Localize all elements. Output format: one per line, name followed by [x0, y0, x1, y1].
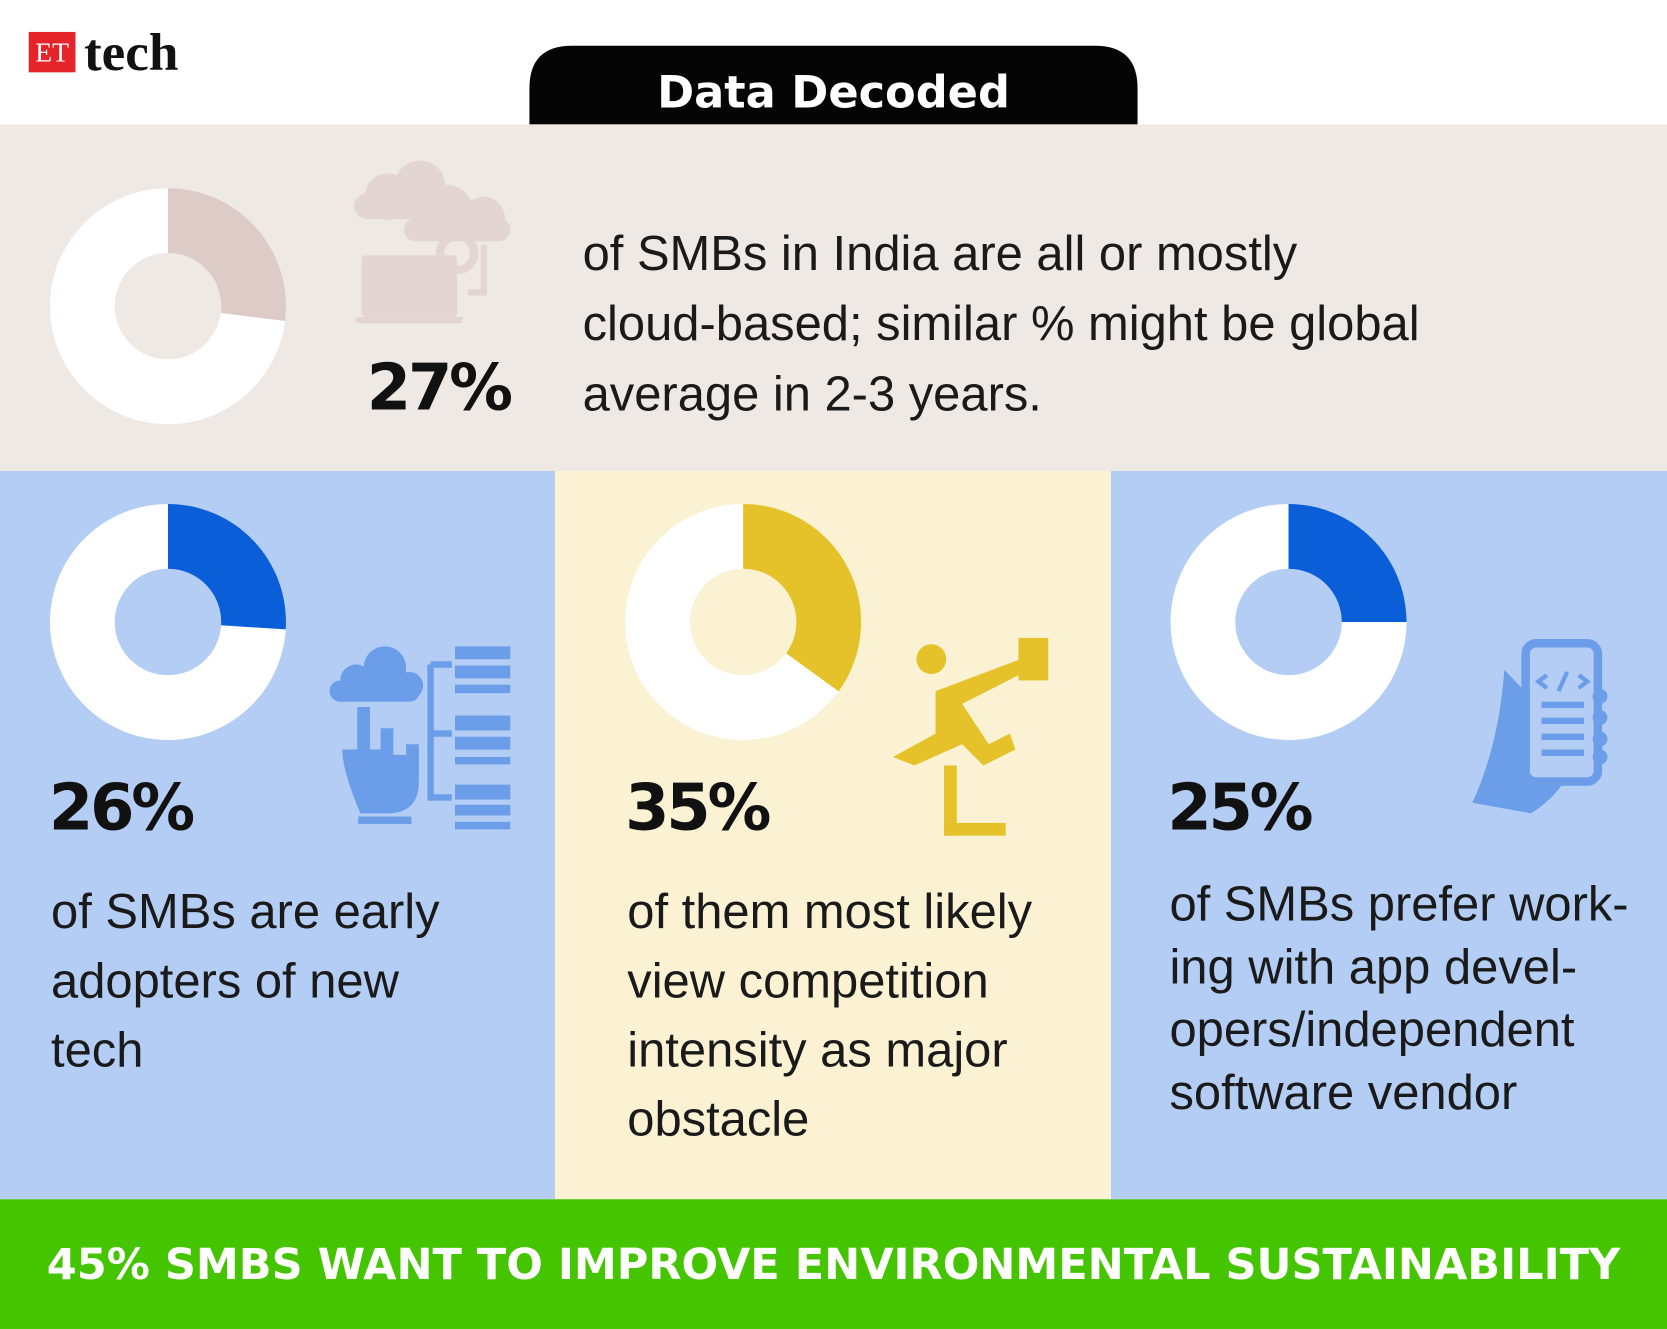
description-line: of SMBs in India are all or mostly: [583, 227, 1298, 281]
description-line: cloud-based; similar % might be global: [583, 297, 1420, 351]
donut-segment: [743, 503, 862, 692]
description-line: tech: [51, 1023, 143, 1077]
footer-text: 45% SMBS WANT TO IMPROVE ENVIRONMENTAL S…: [47, 1241, 1622, 1290]
description-line: of SMBs are early: [51, 885, 440, 939]
description-line: adopters of new: [51, 954, 400, 1008]
percent-label: 27%: [367, 351, 511, 425]
description-line: view competition: [627, 954, 988, 1008]
donut-hole: [1235, 568, 1342, 676]
percent-label: 26%: [49, 771, 193, 845]
description-line: of them most likely: [627, 885, 1032, 939]
donut-hole: [114, 568, 222, 676]
logo-badge: ET: [35, 37, 69, 68]
donut-segment: [167, 188, 286, 322]
logo-badge-bg: [28, 31, 76, 73]
donut-hole: [689, 568, 797, 676]
runner-icon: [893, 637, 1049, 836]
donut-hole: [114, 253, 222, 360]
description-line: intensity as major: [627, 1023, 1007, 1077]
tech-icon: [329, 646, 511, 830]
description-line: obstacle: [627, 1092, 809, 1146]
description-line: ing with app devel-: [1169, 940, 1577, 994]
donut-segment: [167, 503, 286, 630]
cloud-icon: [354, 160, 511, 324]
footer-bg: [0, 1199, 1667, 1329]
description-line: opers/independent: [1169, 1003, 1574, 1057]
logo-text: tech: [84, 24, 178, 82]
phone-icon: [1472, 638, 1608, 814]
percent-label: 25%: [1167, 771, 1311, 845]
percent-label: 35%: [625, 771, 769, 845]
description-line: software vendor: [1169, 1066, 1517, 1120]
donut-segment: [1288, 503, 1407, 622]
description-line: of SMBs prefer work-: [1169, 878, 1628, 932]
title: Data Decoded: [657, 66, 1010, 118]
description-line: average in 2-3 years.: [583, 367, 1042, 421]
title-tab: [529, 45, 1138, 125]
